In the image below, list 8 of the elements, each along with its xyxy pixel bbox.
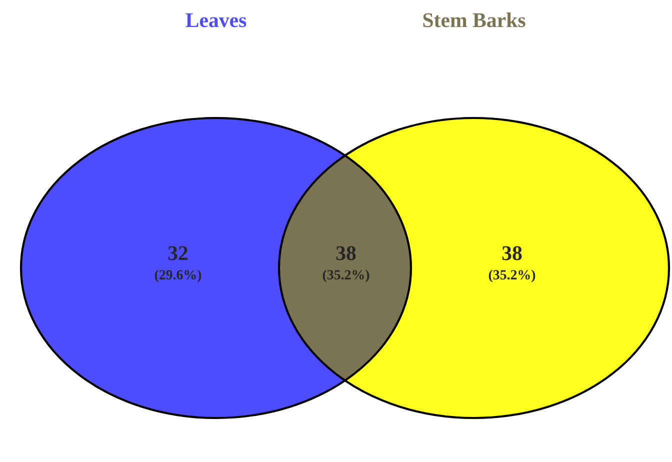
data-label: 38 [502, 246, 522, 260]
data-label: 32 [168, 246, 188, 260]
text: (35.2%) [322, 270, 370, 282]
data-label: 38 [336, 246, 356, 260]
category-label: Leaves [186, 13, 246, 28]
text: (35.2%) [488, 270, 536, 282]
category-label: Stem Barks [423, 12, 526, 28]
text: (29.6%) [154, 270, 202, 282]
